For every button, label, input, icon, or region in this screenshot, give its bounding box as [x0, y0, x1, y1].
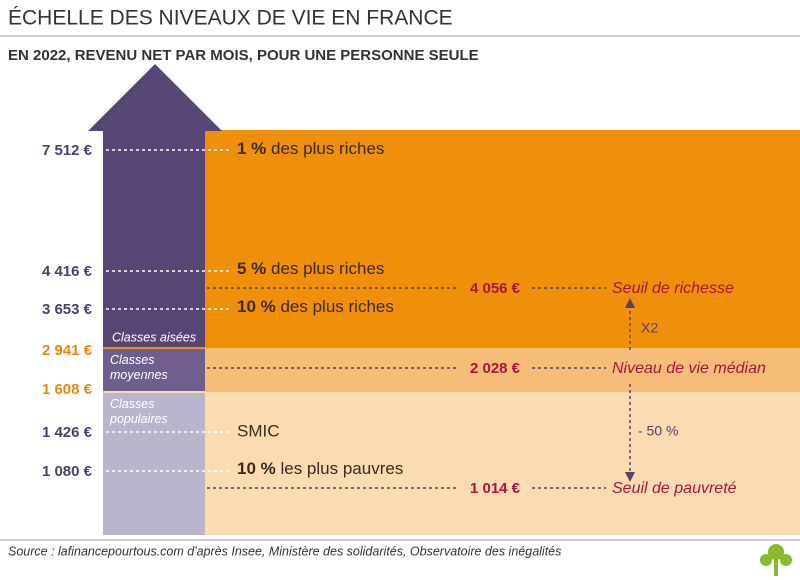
level-lines — [100, 149, 230, 472]
level-text: des plus riches — [276, 297, 394, 316]
class-box: Classes populaires — [110, 397, 168, 426]
class-label: Classes aisées — [112, 330, 196, 344]
band-low — [205, 392, 800, 535]
title: ÉCHELLE DES NIVEAUX DE VIE EN FRANCE — [8, 7, 453, 30]
level-bold: 5 % — [237, 259, 266, 278]
source: Source : lafinancepourtous.com d'après I… — [8, 544, 561, 558]
level-text: des plus riches — [266, 139, 384, 158]
threshold-label: Niveau de vie médian — [612, 360, 766, 377]
arrow-up — [625, 298, 635, 308]
ratio: - 50 % — [638, 423, 678, 439]
amount: 1 426 € — [42, 424, 93, 441]
class-label: Classes moyennes — [110, 353, 168, 382]
class-bound: 2 941 € — [42, 342, 93, 359]
threshold-lines — [207, 287, 631, 489]
column-high — [103, 130, 205, 348]
level-text: des plus riches — [266, 259, 384, 278]
threshold-amount: 1 014 € — [470, 480, 521, 497]
class-box: Classes moyennes — [110, 353, 168, 382]
subtitle: EN 2022, REVENU NET PAR MOIS, POUR UNE P… — [8, 47, 479, 64]
band-high — [205, 130, 800, 348]
threshold-label: Seuil de richesse — [612, 280, 734, 297]
amount: 4 416 € — [42, 263, 93, 280]
level-bold: 10 % — [237, 459, 276, 478]
class-bound: 1 608 € — [42, 381, 93, 398]
level-bold: 10 % — [237, 297, 276, 316]
level-text: les plus pauvres — [276, 459, 404, 478]
threshold-amount: 4 056 € — [470, 280, 521, 297]
class-label: Classes populaires — [110, 397, 168, 426]
amount: 1 080 € — [42, 463, 93, 480]
amount: 3 653 € — [42, 301, 93, 318]
arrow-down — [625, 472, 635, 482]
level-label: 10 % les plus pauvres — [237, 459, 403, 478]
level-bold: 1 % — [237, 139, 266, 158]
amount: 7 512 € — [42, 142, 93, 159]
arrow-head — [88, 64, 222, 131]
threshold-amount: 2 028 € — [470, 360, 521, 377]
ratio: X2 — [641, 320, 658, 336]
level-label: 10 % des plus riches — [237, 297, 394, 316]
level-label: 5 % des plus riches — [237, 259, 384, 278]
logo — [760, 544, 792, 576]
column-low — [103, 392, 205, 535]
column-mid — [103, 348, 205, 392]
level-label: 1 % des plus riches — [237, 139, 384, 158]
band-mid — [205, 348, 800, 392]
threshold-label: Seuil de pauvreté — [612, 480, 737, 497]
level-label: SMIC — [237, 421, 280, 440]
